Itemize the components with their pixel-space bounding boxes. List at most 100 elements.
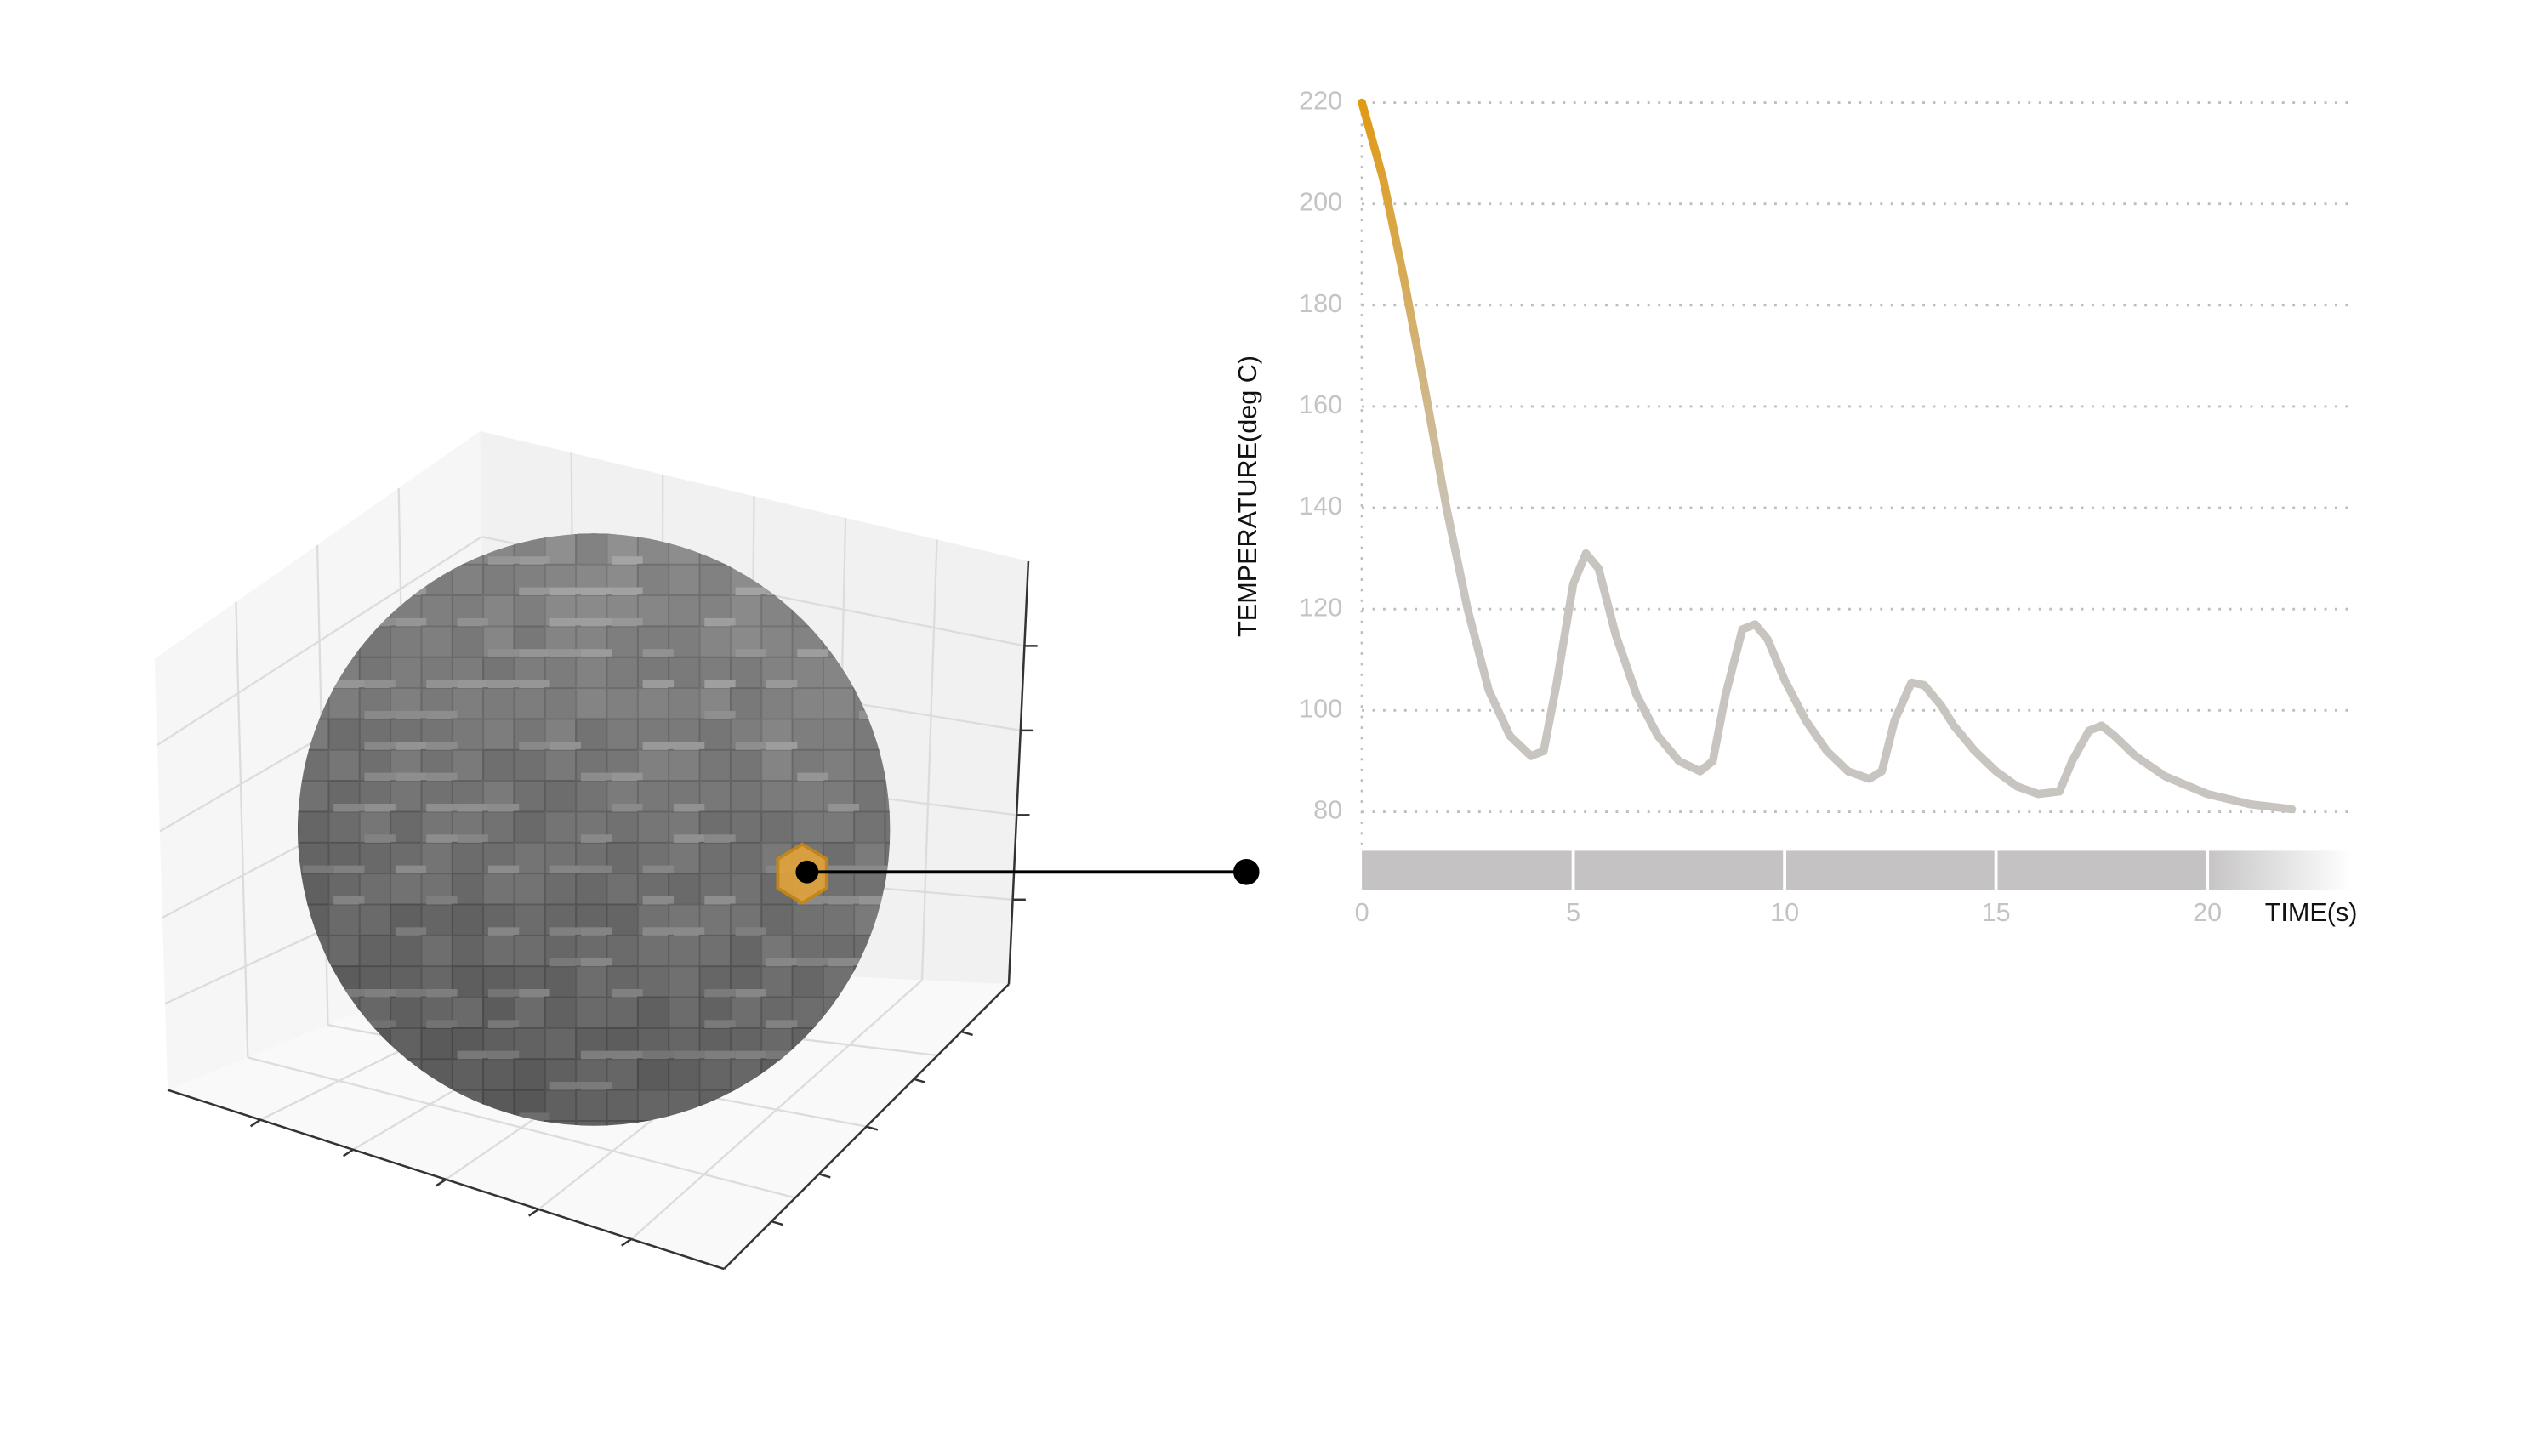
voxel: [451, 1058, 485, 1091]
axis-tick: [621, 1237, 632, 1247]
voxel: [698, 625, 732, 658]
voxel: [606, 1119, 639, 1126]
voxel: [606, 718, 639, 751]
time-bar: [1362, 850, 2352, 890]
voxel-top: [766, 958, 798, 967]
voxel-top: [549, 617, 581, 627]
voxel: [513, 1058, 546, 1091]
voxel: [575, 1119, 608, 1126]
voxel: [482, 748, 515, 782]
temperature-line: [1358, 98, 2297, 814]
voxel-top: [673, 803, 705, 812]
voxel-top: [487, 680, 520, 689]
voxel: [698, 563, 732, 597]
voxel-top: [426, 680, 458, 689]
voxel-top: [797, 772, 828, 782]
voxel: [513, 1027, 546, 1061]
voxel-top: [580, 1082, 612, 1090]
axis-tick: [249, 1118, 261, 1128]
y-tick-label: 100: [1299, 694, 1342, 723]
voxel: [729, 841, 763, 875]
voxel: [822, 810, 856, 844]
voxel: [420, 1027, 453, 1061]
axis-tick: [914, 1078, 926, 1083]
voxel: [729, 594, 763, 628]
voxel: [636, 1058, 670, 1091]
voxel-top: [487, 649, 520, 657]
voxel: [544, 687, 578, 720]
voxel-top: [735, 587, 766, 596]
voxel-top: [704, 896, 736, 905]
voxel-top: [487, 865, 520, 874]
voxel-top: [642, 865, 674, 874]
voxel-top: [735, 649, 766, 657]
voxel-top: [704, 710, 736, 719]
voxel: [760, 748, 794, 782]
voxel-top: [549, 587, 581, 596]
voxel-top: [426, 834, 458, 843]
voxel: [575, 656, 608, 690]
voxel: [606, 996, 639, 1029]
voxel-top: [612, 989, 643, 998]
voxel-top: [580, 927, 612, 936]
voxel: [513, 748, 546, 782]
axis-tick: [342, 1148, 354, 1157]
voxel: [327, 810, 361, 844]
pane-grid: [235, 601, 249, 1058]
y-tick-label: 140: [1299, 492, 1342, 520]
voxel: [729, 780, 763, 813]
voxel: [327, 748, 361, 782]
voxel: [544, 810, 578, 844]
voxel: [544, 1089, 578, 1122]
voxel: [729, 810, 763, 844]
voxel: [668, 594, 701, 628]
voxel-top: [704, 989, 736, 998]
voxel: [451, 563, 485, 597]
voxel-top: [519, 1112, 550, 1121]
voxel: [853, 780, 886, 813]
voxel-top: [487, 556, 520, 565]
voxel: [791, 903, 824, 936]
voxel-top: [426, 1020, 458, 1028]
voxel-top: [766, 1050, 798, 1060]
voxel-top: [395, 617, 427, 627]
voxel-top: [828, 896, 860, 905]
voxel-top: [395, 710, 427, 719]
voxel: [791, 810, 824, 844]
voxel: [513, 934, 546, 968]
voxel: [575, 718, 608, 751]
voxel: [698, 1058, 732, 1091]
voxel-top: [395, 772, 427, 782]
voxel: [606, 656, 639, 690]
voxel-top: [642, 742, 674, 750]
voxel-top: [580, 587, 612, 596]
voxel: [298, 780, 330, 813]
voxel-top: [580, 865, 612, 874]
voxel: [513, 780, 546, 813]
voxel: [544, 1027, 578, 1061]
voxel: [668, 996, 701, 1029]
axis-tick: [528, 1208, 539, 1217]
y-tick-label: 80: [1313, 796, 1342, 825]
voxel-top: [519, 556, 550, 565]
voxel: [358, 841, 392, 875]
voxel-top: [364, 742, 396, 750]
voxel: [729, 934, 763, 968]
voxel-top: [673, 927, 705, 936]
probe-dot: [795, 860, 819, 884]
probe: [776, 842, 1260, 905]
voxel: [822, 718, 856, 751]
voxel: [698, 934, 732, 968]
axis-tick: [435, 1178, 447, 1187]
voxel-top: [333, 803, 365, 812]
voxel-top: [426, 803, 458, 812]
voxel: [791, 965, 824, 998]
voxel-top: [642, 1050, 674, 1060]
voxel-top: [673, 742, 705, 750]
voxel: [698, 841, 732, 875]
voxel: [482, 563, 515, 597]
voxel-top: [580, 834, 612, 843]
x-tick-label: 15: [1982, 898, 2011, 927]
voxel-top: [704, 617, 736, 627]
voxel-top: [549, 927, 581, 936]
